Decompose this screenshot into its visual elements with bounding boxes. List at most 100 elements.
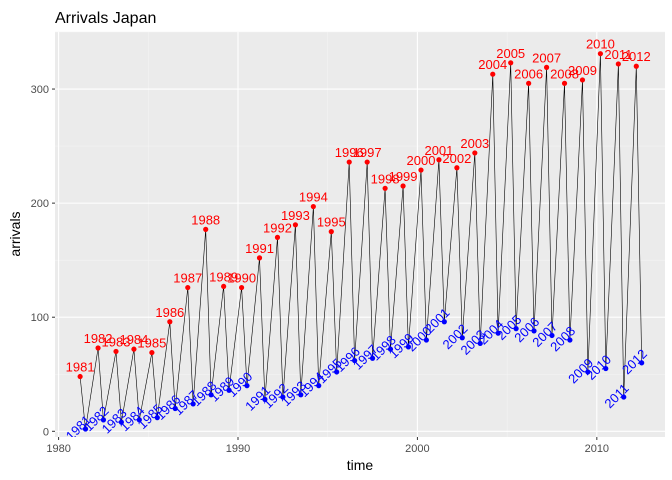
high-point-label: 1986 (155, 305, 184, 320)
high-point-label: 2004 (478, 57, 507, 72)
low-point (441, 319, 447, 325)
low-point (495, 330, 501, 336)
low-point (639, 360, 645, 366)
high-point-label: 1997 (353, 145, 382, 160)
high-point-label: 2007 (532, 50, 561, 65)
high-point-label: 1987 (173, 271, 202, 286)
high-point-label: 1993 (281, 208, 310, 223)
high-point (328, 229, 334, 235)
high-point (131, 346, 137, 352)
high-point (400, 183, 406, 189)
high-point (346, 159, 352, 165)
x-tick-label: 2000 (405, 443, 429, 455)
high-point (203, 226, 209, 232)
low-point (549, 332, 555, 339)
high-point-label: 1985 (137, 336, 166, 351)
high-point-label: 2001 (424, 143, 453, 158)
high-point (256, 255, 263, 261)
high-point-label: 1990 (227, 271, 256, 286)
low-point (405, 344, 412, 350)
low-point (477, 340, 483, 347)
high-point (113, 348, 119, 355)
high-point (310, 203, 316, 210)
high-point-label: 2003 (460, 136, 489, 151)
high-point (382, 185, 388, 191)
high-point-label: 1998 (371, 171, 400, 186)
high-point (454, 165, 460, 171)
high-point-label: 1991 (245, 241, 274, 256)
high-point (274, 234, 281, 240)
low-point (262, 396, 268, 402)
high-point (185, 284, 191, 291)
low-point (352, 357, 358, 364)
high-point-label: 2008 (550, 66, 579, 81)
high-point (633, 63, 639, 69)
axis-ticks: 1980 1990 2000 2010 0 100 200 300 (31, 84, 609, 455)
plot-panel (55, 32, 665, 437)
high-point (364, 159, 370, 165)
x-tick-label: 1980 (46, 443, 70, 455)
high-point-label: 1989 (209, 269, 238, 284)
low-point (585, 369, 591, 375)
high-point (221, 283, 227, 290)
high-point (418, 167, 424, 173)
high-point (238, 284, 245, 291)
chart-title: Arrivals Japan (55, 10, 156, 27)
high-point (292, 222, 299, 228)
high-point (490, 71, 496, 77)
x-axis-title: time (347, 457, 374, 473)
low-point (136, 417, 142, 423)
series-line (79, 53, 642, 430)
high-point (77, 373, 83, 380)
high-point-label: 2005 (496, 46, 525, 61)
high-point-label: 2006 (514, 66, 543, 81)
high-point-label: 1994 (299, 190, 328, 205)
high-point (472, 150, 478, 156)
low-point (459, 335, 465, 341)
x-tick-label: 2010 (585, 443, 609, 455)
high-point-label: 2002 (442, 151, 471, 166)
high-point-label: 2010 (586, 37, 615, 52)
high-point (526, 80, 532, 86)
high-point-label: 1982 (84, 331, 113, 346)
high-point (561, 80, 568, 86)
low-point (154, 415, 160, 421)
high-point-label: 1981 (66, 360, 95, 375)
low-point (567, 337, 573, 343)
low-point (82, 426, 89, 432)
low-point (298, 392, 304, 398)
low-point (244, 383, 250, 389)
high-point (579, 77, 586, 83)
high-point-label: 2012 (622, 49, 651, 64)
low-point (226, 387, 232, 393)
high-point (597, 51, 604, 57)
y-tick-label: 100 (31, 312, 49, 324)
high-point-label: 1996 (335, 145, 364, 160)
high-point (615, 61, 621, 67)
high-point-label: 1984 (119, 332, 148, 347)
high-point-label: 1988 (191, 212, 220, 227)
high-point (508, 60, 514, 66)
low-point (100, 417, 107, 423)
y-axis-title: arrivals (7, 211, 23, 256)
grid-lines (55, 31, 665, 437)
y-tick-label: 300 (31, 84, 49, 96)
low-point (423, 337, 429, 343)
low-point (190, 401, 196, 407)
high-point (436, 157, 442, 163)
high-point (95, 345, 101, 351)
x-tick-label: 1990 (226, 443, 250, 455)
low-point (621, 394, 627, 400)
low-point (369, 355, 376, 361)
low-point (118, 419, 124, 425)
low-point (280, 394, 286, 400)
low-point (172, 405, 178, 412)
y-tick-label: 200 (31, 198, 49, 210)
high-point-label: 2000 (407, 153, 436, 168)
low-point (513, 326, 519, 332)
high-point-label: 1995 (317, 215, 346, 230)
high-point-label: 1999 (389, 169, 418, 184)
low-point (316, 383, 322, 389)
high-point-label: 2011 (604, 47, 632, 62)
